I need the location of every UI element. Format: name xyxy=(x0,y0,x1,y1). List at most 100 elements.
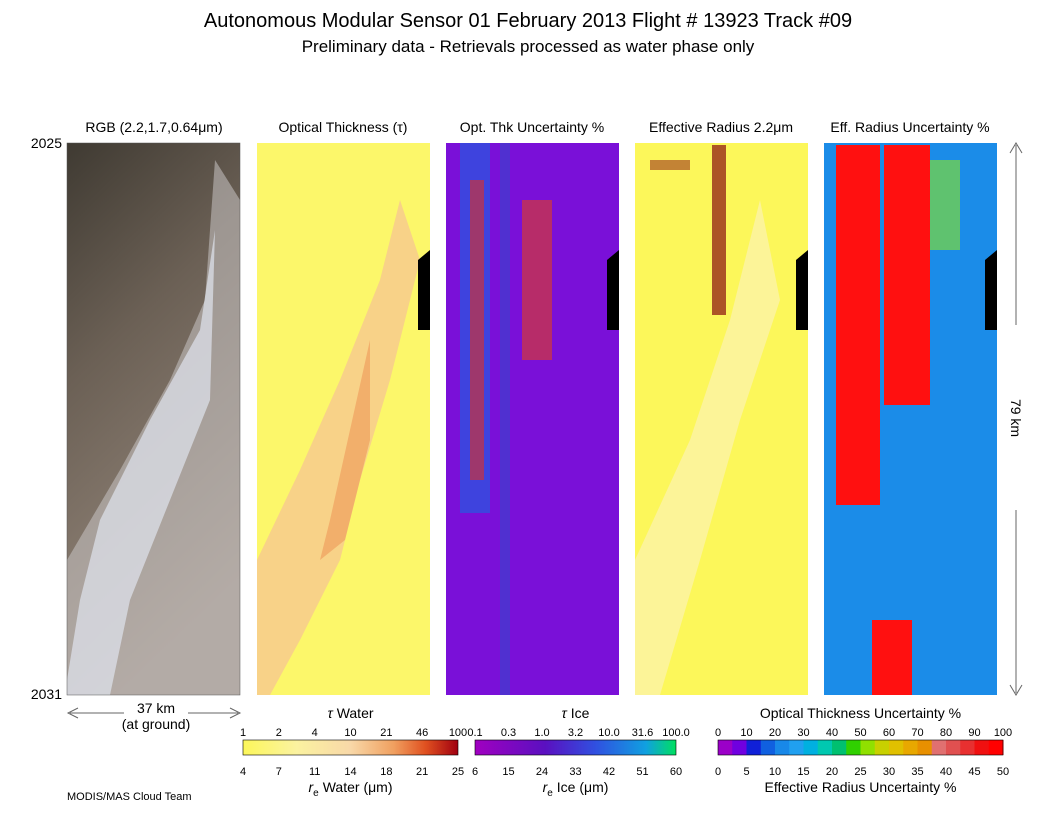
colorbar-top-tick: 70 xyxy=(911,727,923,739)
colorbar-top-tick: 40 xyxy=(826,727,838,739)
color-step xyxy=(903,740,918,755)
colorbar-bottom-tick: 35 xyxy=(911,766,923,778)
colorbar-top-tick: 31.6 xyxy=(632,727,653,739)
colorbar-bottom-tick: 0 xyxy=(715,766,721,778)
colorbar-top-tick: 50 xyxy=(854,727,866,739)
symbol: r xyxy=(543,779,549,795)
colorbar-top-tick: 10 xyxy=(740,727,752,739)
colorbar-bottom-tick: 15 xyxy=(797,766,809,778)
colorbar-bottom-tick: 42 xyxy=(603,766,615,778)
colorbar-top-tick: 100 xyxy=(994,727,1012,739)
label: Effective Radius Uncertainty % xyxy=(765,779,957,795)
colorbar xyxy=(474,739,677,756)
colorbar-top-tick: 0.3 xyxy=(501,727,516,739)
colorbar-title: re Water (μm) xyxy=(309,779,393,799)
colorbar-bottom-tick: 21 xyxy=(416,766,428,778)
colorbar-bottom-tick: 14 xyxy=(344,766,356,778)
color-step xyxy=(889,740,904,755)
optical-thickness-image xyxy=(257,143,430,695)
color-step xyxy=(874,740,890,755)
colorbar-title: Optical Thickness Uncertainty % xyxy=(760,705,961,721)
panel-title: Opt. Thk Uncertainty % xyxy=(460,119,604,135)
panel-title: Eff. Radius Uncertainty % xyxy=(830,119,989,135)
panel-title: RGB (2.2,1.7,0.64μm) xyxy=(85,119,222,135)
colorbar-bottom-tick: 5 xyxy=(743,766,749,778)
colorbar-bottom-tick: 25 xyxy=(452,766,464,778)
colorbar-bottom-tick: 30 xyxy=(883,766,895,778)
label: Optical Thickness Uncertainty % xyxy=(760,705,961,721)
colorbar-bottom-tick: 45 xyxy=(968,766,980,778)
opt-thickness-uncertainty-image xyxy=(446,143,619,695)
colorbar-bottom-tick: 25 xyxy=(854,766,866,778)
subscript: e xyxy=(313,788,319,799)
title: Autonomous Modular Sensor 01 February 20… xyxy=(204,10,852,32)
color-step xyxy=(974,740,990,755)
colorbar-top-tick: 0 xyxy=(715,727,721,739)
color-step xyxy=(846,740,861,755)
color-step xyxy=(760,740,776,755)
colorbar-frame xyxy=(474,739,677,756)
label: Ice (μm) xyxy=(557,779,609,795)
time-start: 2025 xyxy=(31,135,62,151)
subtitle: Preliminary data - Retrievals processed … xyxy=(302,37,755,56)
rgb-image xyxy=(66,142,241,696)
colorbar-title: τ Water xyxy=(327,705,373,721)
color-step xyxy=(746,740,762,755)
color-ramp xyxy=(475,740,676,755)
colorbar-bottom-tick: 40 xyxy=(940,766,952,778)
colorbar-frame xyxy=(242,739,459,756)
colorbar-top-tick: 21 xyxy=(380,727,392,739)
colorbar-top-tick: 90 xyxy=(968,727,980,739)
colorbar xyxy=(717,739,1004,756)
color-step xyxy=(988,740,1004,755)
symbol: τ xyxy=(327,705,333,721)
colorbar-top-tick: 80 xyxy=(940,727,952,739)
colorbar-bottom-tick: 51 xyxy=(636,766,648,778)
scale-along: 79 km xyxy=(1008,399,1024,437)
panel-title: Effective Radius 2.2μm xyxy=(649,119,793,135)
color-step xyxy=(817,740,833,755)
colorbar-top-tick: 100 xyxy=(449,727,467,739)
effective-radius-uncertainty-image xyxy=(824,143,997,695)
colorbar-title: re Ice (μm) xyxy=(543,779,609,799)
label: Ice xyxy=(571,705,590,721)
colorbar-top-tick: 46 xyxy=(416,727,428,739)
colorbar-title: τ Ice xyxy=(562,705,590,721)
color-step xyxy=(732,740,747,755)
colorbar xyxy=(242,739,459,756)
color-step xyxy=(917,740,933,755)
colorbar-bottom-tick: 15 xyxy=(502,766,514,778)
colorbar-bottom-tick: 60 xyxy=(670,766,682,778)
colorbar-top-tick: 1.0 xyxy=(534,727,549,739)
scale-note: (at ground) xyxy=(122,716,190,732)
colorbar-top-tick: 10.0 xyxy=(598,727,619,739)
colorbar-bottom-tick: 33 xyxy=(569,766,581,778)
color-step xyxy=(860,740,876,755)
colorbar-top-tick: 20 xyxy=(769,727,781,739)
colorbar-frame xyxy=(717,739,1004,756)
colorbar-bottom-tick: 7 xyxy=(276,766,282,778)
time-end: 2031 xyxy=(31,686,62,702)
color-step xyxy=(789,740,804,755)
colorbar-bottom-tick: 6 xyxy=(472,766,478,778)
colorbar-top-tick: 100.0 xyxy=(662,727,690,739)
color-step xyxy=(931,740,947,755)
colorbar-bottom-tick: 20 xyxy=(826,766,838,778)
colorbar-top-tick: 0.1 xyxy=(467,727,482,739)
colorbar-top-tick: 30 xyxy=(797,727,809,739)
colorbar-bottom-tick: 11 xyxy=(309,766,320,778)
symbol: r xyxy=(309,779,315,795)
label: Water (μm) xyxy=(323,779,393,795)
colorbar-top-tick: 60 xyxy=(883,727,895,739)
color-step xyxy=(718,740,733,755)
color-step xyxy=(803,740,819,755)
color-step xyxy=(960,740,975,755)
color-ramp xyxy=(243,740,458,755)
label: Water xyxy=(337,705,374,721)
colorbar-bottom-tick: 10 xyxy=(769,766,781,778)
colorbar-bottom-tick: 50 xyxy=(997,766,1009,778)
color-step xyxy=(946,740,961,755)
scale-across: 37 km xyxy=(137,700,175,716)
color-step xyxy=(775,740,790,755)
